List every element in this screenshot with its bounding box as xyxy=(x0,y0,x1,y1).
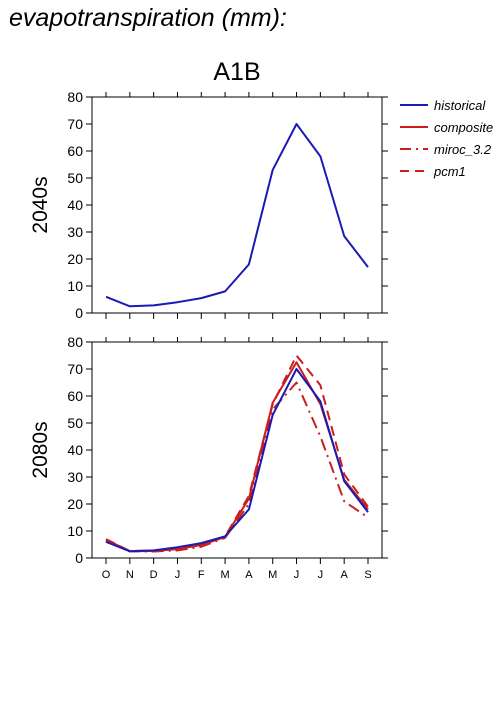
series-line-pcm1 xyxy=(105,354,369,552)
x-tick-label: S xyxy=(364,569,371,581)
x-tick-label: A xyxy=(245,569,253,581)
y-tick-label: 70 xyxy=(67,116,83,132)
y-tick-label: 40 xyxy=(67,197,83,213)
panel-2080s: 0 10 20 30 40 50 60 70 80 O N D J F M A M J J A S 2080s xyxy=(29,334,388,581)
legend-label: pcm1 xyxy=(433,164,466,179)
x-tick-label: M xyxy=(221,569,230,581)
x-tick-label: F xyxy=(198,569,205,581)
y-tick-label: 30 xyxy=(67,224,83,240)
y-tick-label: 60 xyxy=(67,143,83,159)
x-tick-label: J xyxy=(294,569,300,581)
y-tick-label: 10 xyxy=(67,278,83,294)
legend-label: historical xyxy=(434,98,486,113)
panel-2040s: 0 10 20 30 40 50 60 70 80 2040s xyxy=(29,89,388,321)
y-tick-label: 30 xyxy=(67,469,83,485)
legend: historical composite miroc_3.2 pcm1 xyxy=(400,98,493,179)
y-tick-label: 50 xyxy=(67,415,83,431)
period-label: 2080s xyxy=(29,421,52,478)
x-tick-label: M xyxy=(268,569,277,581)
legend-label: composite xyxy=(434,120,493,135)
x-tick-label: D xyxy=(150,569,158,581)
y-tick-label: 0 xyxy=(75,550,83,566)
series-line-historical xyxy=(105,368,369,553)
y-tick-label: 80 xyxy=(67,334,83,350)
y-tick-label: 50 xyxy=(67,170,83,186)
period-label: 2040s xyxy=(29,176,52,233)
scenario-title: A1B xyxy=(213,58,260,86)
y-tick-label: 20 xyxy=(67,251,83,267)
x-tick-label: J xyxy=(175,569,181,581)
y-tick-label: 20 xyxy=(67,496,83,512)
y-tick-label: 40 xyxy=(67,442,83,458)
series-line-historical xyxy=(105,123,369,308)
y-tick-label: 10 xyxy=(67,523,83,539)
y-tick-label: 70 xyxy=(67,361,83,377)
series-line-miroc-3-2 xyxy=(105,381,369,553)
x-tick-label: N xyxy=(126,569,134,581)
x-tick-label: O xyxy=(102,569,111,581)
y-tick-label: 0 xyxy=(75,305,83,321)
x-tick-label: J xyxy=(318,569,324,581)
y-tick-label: 80 xyxy=(67,89,83,105)
page-title: evapotranspiration (mm): xyxy=(9,4,287,32)
legend-label: miroc_3.2 xyxy=(434,142,492,157)
plot-frame xyxy=(91,96,383,314)
x-tick-label: A xyxy=(341,569,349,581)
y-tick-label: 60 xyxy=(67,388,83,404)
